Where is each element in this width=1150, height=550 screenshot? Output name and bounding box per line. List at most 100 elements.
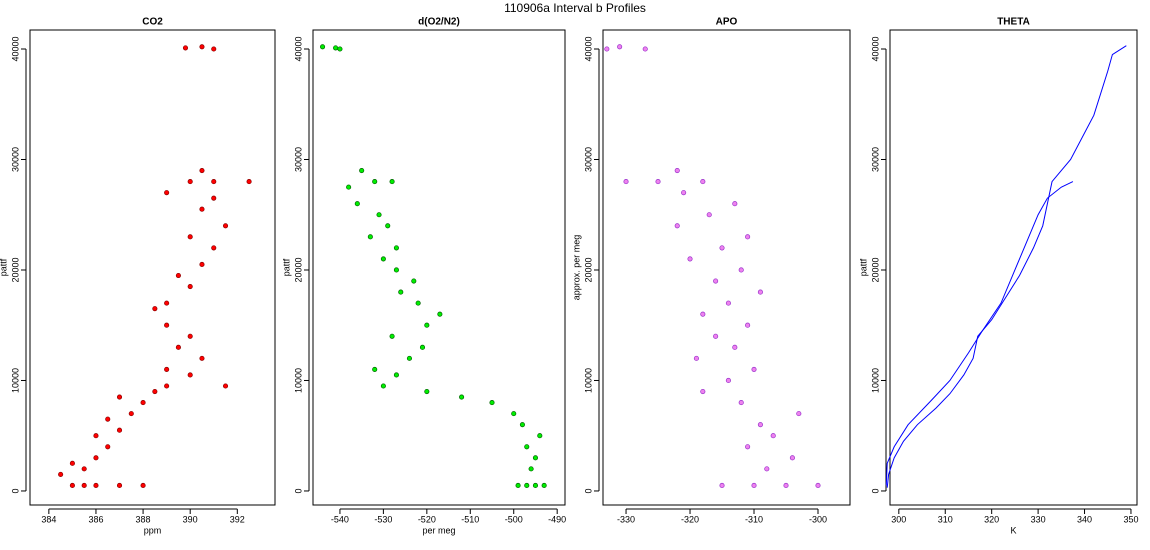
x-tick-label: -490 — [548, 514, 566, 524]
point — [116, 482, 123, 488]
panel-title: APO — [716, 17, 738, 28]
point — [199, 261, 205, 268]
point — [687, 256, 693, 262]
point — [541, 482, 547, 488]
point — [424, 388, 430, 395]
y-tick-label: 20000 — [10, 257, 20, 282]
y-tick-label: 40000 — [583, 36, 593, 61]
point — [128, 411, 134, 417]
y-tick-label: 40000 — [10, 36, 20, 61]
point — [796, 411, 802, 417]
point — [187, 179, 193, 185]
point — [175, 272, 181, 279]
x-tick-label: -300 — [809, 514, 827, 524]
point — [424, 322, 430, 328]
point — [116, 427, 123, 433]
x-tick-label: 330 — [1031, 514, 1046, 524]
point — [222, 383, 229, 389]
point — [713, 278, 719, 284]
y-tick-label: 0 — [10, 488, 20, 493]
point — [199, 206, 205, 212]
y-tick-label: 40000 — [293, 36, 303, 61]
x-tick-label: 310 — [938, 514, 953, 524]
x-axis-title: K — [1010, 525, 1016, 535]
point — [789, 455, 795, 461]
point — [380, 256, 386, 262]
panel-title: THETA — [997, 17, 1030, 28]
y-tick-label: 10000 — [583, 368, 593, 393]
point — [389, 333, 395, 339]
point — [372, 179, 378, 185]
point — [164, 300, 170, 306]
point — [674, 223, 680, 229]
point — [642, 46, 648, 52]
line — [885, 181, 1074, 486]
point — [211, 195, 217, 201]
point — [745, 322, 751, 328]
point — [346, 184, 352, 190]
point — [105, 416, 111, 422]
point — [385, 223, 391, 229]
panel-title: d(O2/N2) — [418, 17, 460, 28]
point — [617, 44, 623, 50]
point — [367, 234, 373, 240]
x-tick-label: 386 — [88, 514, 103, 524]
point — [783, 482, 789, 488]
y-tick-label: 20000 — [870, 257, 880, 282]
point — [511, 411, 517, 417]
x-tick-label: 384 — [41, 514, 56, 524]
plot-frame — [312, 29, 566, 506]
point — [152, 388, 158, 395]
x-axis-title: ppm — [144, 525, 162, 535]
point — [140, 400, 146, 406]
point — [738, 267, 744, 273]
point — [532, 455, 539, 461]
chart-title: 110906a Interval b Profiles — [504, 1, 646, 15]
point — [93, 482, 99, 488]
plot-frame — [602, 29, 851, 506]
point — [116, 394, 123, 400]
point — [81, 482, 87, 488]
point — [380, 383, 386, 389]
point — [719, 482, 725, 488]
point — [706, 212, 712, 218]
point — [320, 44, 326, 50]
point — [105, 444, 111, 450]
point — [519, 422, 525, 428]
point — [211, 46, 217, 52]
point — [333, 45, 339, 51]
point — [489, 400, 495, 406]
point — [164, 322, 170, 328]
point — [719, 245, 725, 251]
point — [524, 444, 530, 450]
point — [815, 482, 821, 488]
x-tick-label: -520 — [418, 514, 436, 524]
point — [164, 190, 170, 196]
x-tick-label: 388 — [136, 514, 151, 524]
point — [738, 400, 744, 406]
point — [164, 366, 170, 372]
point — [389, 179, 395, 185]
point — [411, 278, 417, 284]
point — [623, 179, 629, 185]
y-tick-label: 0 — [583, 488, 593, 493]
x-tick-label: -330 — [617, 514, 635, 524]
point — [222, 223, 229, 229]
point — [757, 422, 763, 428]
point — [745, 234, 751, 240]
point — [93, 455, 99, 461]
y-tick-label: 40000 — [870, 36, 880, 61]
point — [524, 482, 530, 488]
point — [164, 383, 170, 389]
point — [152, 306, 158, 312]
point — [406, 355, 413, 361]
point — [693, 355, 699, 361]
point — [700, 388, 706, 395]
y-tick-label: 30000 — [293, 147, 303, 172]
point — [354, 201, 360, 207]
point — [246, 179, 252, 185]
point — [393, 267, 399, 273]
point — [745, 444, 751, 450]
point — [393, 372, 399, 378]
point — [372, 366, 378, 372]
